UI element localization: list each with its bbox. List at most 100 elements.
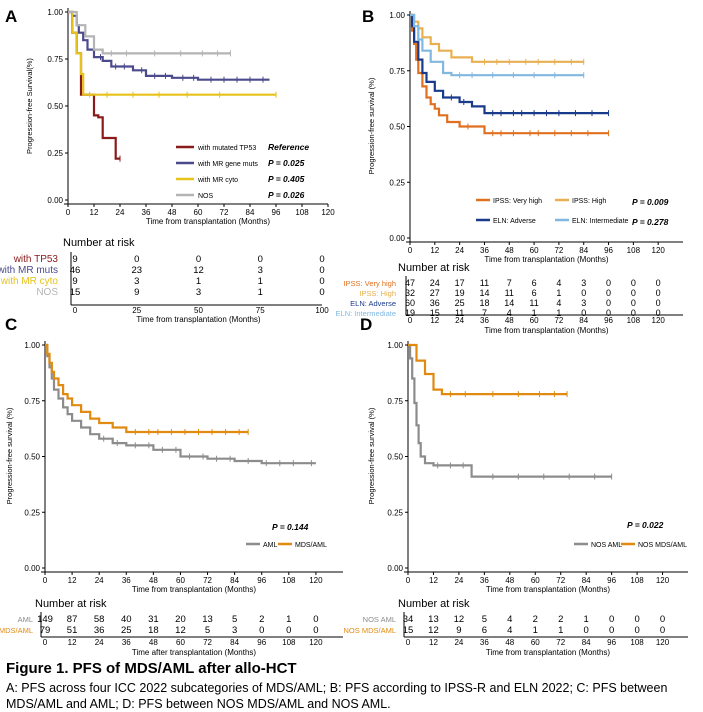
panel-d-risk-x-tick-label: 96 (607, 638, 616, 647)
panel-a-risk-value: 0 (134, 254, 139, 265)
panel-b-risk-row-label: IPSS: Very high (343, 279, 396, 288)
panel-b-risk-value: 0 (606, 278, 611, 288)
panel-b-pvalue: P = 0.009 (632, 197, 669, 207)
panel-c-y-label: Progression-free survival (%) (5, 407, 14, 504)
panel-a-risk-x-tick-label: 75 (256, 306, 265, 315)
panel-b-legend-label: IPSS: High (572, 198, 606, 205)
panel-d-risk-value: 0 (609, 625, 614, 636)
panel-b-series-2-line (410, 13, 609, 115)
panel-b-x-tick-label: 36 (480, 246, 489, 255)
panel-a-risk-x-tick-label: 25 (132, 306, 141, 315)
panel-b-x-tick-label: 48 (505, 246, 514, 255)
panel-d-x-tick-label: 96 (607, 576, 616, 585)
panel-b-risk-value: 60 (405, 298, 415, 308)
panel-d-risk-value: 2 (558, 614, 563, 625)
panel-b-letter: B (362, 7, 374, 26)
panel-c-risk-x-tick-label: 48 (149, 638, 158, 647)
panel-a-risk-value: 0 (319, 276, 324, 287)
panel-a-risk-value: 0 (319, 287, 324, 298)
panel-b-risk-value: 6 (532, 278, 537, 288)
panel-b-pvalue: P = 0.278 (632, 217, 669, 227)
panel-b-x-tick-label: 0 (408, 246, 413, 255)
panel-d-y-tick-label: 0.25 (387, 508, 403, 517)
panel-b-risk-row-label: ELN: Intermediate (336, 309, 396, 318)
panel-d-risk-x-tick-label: 24 (454, 638, 463, 647)
panel-c-pvalue: P = 0.144 (272, 522, 309, 532)
panel-b-risk-value: 0 (631, 308, 636, 318)
panel-b-x-tick-label: 24 (455, 246, 464, 255)
panel-d-risk-x-tick-label: 12 (429, 638, 438, 647)
panel-b-risk-value: 17 (455, 278, 465, 288)
panel-a-risk-value: 1 (258, 276, 263, 287)
panel-a-x-tick-label: 48 (168, 208, 177, 217)
panel-a-risk-row-label: NOS (36, 287, 58, 298)
panel-b-risk-value: 0 (606, 298, 611, 308)
panel-c-risk-x-tick-label: 120 (309, 638, 323, 647)
panel-b-risk-x-tick-label: 120 (652, 316, 666, 325)
panel-a-risk-x-tick-label: 100 (315, 306, 329, 315)
panel-b-risk-x-tick-label: 72 (554, 316, 563, 325)
panel-d-risk-value: 0 (584, 625, 589, 636)
panel-b-x-tick-label: 72 (554, 246, 563, 255)
panel-c-risk-value: 13 (202, 614, 213, 625)
panel-a-legend-label: NOS (198, 193, 214, 200)
panel-d-risk-value: 0 (634, 625, 639, 636)
panel-a: A0.000.250.500.751.000 12 24 36 48 60 72 84 96 10… (0, 7, 335, 324)
panel-a-legend-pvalue: P = 0.026 (268, 190, 305, 200)
panel-c-risk-x-tick-label: 96 (257, 638, 266, 647)
panel-a-x-tick-label: 84 (246, 208, 255, 217)
panel-c-risk-value: 3 (232, 625, 237, 636)
panel-b-risk-value: 3 (581, 278, 586, 288)
panel-c-risk-title: Number at risk (35, 598, 107, 610)
panel-b-x-tick-label: 12 (430, 246, 439, 255)
panel-c-x-tick-label: 60 (176, 576, 185, 585)
panel-c-x-tick-label: 120 (309, 576, 323, 585)
panel-d-risk-x-tick-label: 84 (582, 638, 591, 647)
panel-b-y-tick-label: 0.25 (389, 178, 405, 187)
panel-c-risk-value: 87 (67, 614, 78, 625)
panel-a-risk-value: 9 (72, 276, 77, 287)
panel-d-y-tick-label: 0.00 (387, 564, 403, 573)
panel-b-risk-value: 4 (556, 298, 561, 308)
panel-c-risk-value: 31 (148, 614, 159, 625)
panel-a-y-tick-label: 0.25 (47, 149, 63, 158)
panel-a-series-2-line (68, 10, 276, 96)
panel-a-risk-value: 15 (70, 287, 81, 298)
panel-d-risk-value: 1 (584, 614, 589, 625)
panel-d-risk-x-tick-label: 36 (480, 638, 489, 647)
panel-d-x-tick-label: 120 (656, 576, 670, 585)
panel-d-risk-value: 15 (403, 625, 414, 636)
panel-c-risk-value: 0 (286, 625, 291, 636)
panel-a-y-tick-label: 0.50 (47, 102, 63, 111)
panel-c-risk-value: 40 (121, 614, 132, 625)
panel-c-letter: C (5, 315, 17, 334)
figure-caption: Figure 1. PFS of MDS/AML after allo-HCT … (6, 660, 698, 712)
panel-d-y-tick-label: 0.50 (387, 453, 403, 462)
panel-a-risk-value: 12 (193, 265, 204, 276)
panel-c-y-tick-label: 0.75 (24, 397, 40, 406)
panel-b-risk-x-tick-label: 0 (408, 316, 413, 325)
panel-b-risk-x-tick-label: 60 (530, 316, 539, 325)
panel-c-y-tick-label: 0.25 (24, 508, 40, 517)
panel-c-risk-x-tick-label: 72 (203, 638, 212, 647)
panel-c-risk-x-tick-label: 108 (282, 638, 296, 647)
panel-b-risk-value: 1 (532, 308, 537, 318)
panel-a-legend-pvalue: Reference (268, 142, 309, 152)
panel-a-risk-row-label: with MR muts (0, 265, 58, 276)
panel-a-risk-value: 9 (134, 287, 139, 298)
panel-c-x-tick-label: 84 (230, 576, 239, 585)
panel-d-risk-value: 5 (482, 614, 487, 625)
panel-d-risk-row-label: NOS AML (363, 615, 396, 624)
panel-b-risk-value: 14 (504, 298, 514, 308)
panel-b-risk-value: 0 (656, 288, 661, 298)
panel-b-risk-value: 19 (405, 308, 415, 318)
panel-b-risk-x-tick-label: 12 (430, 316, 439, 325)
panel-c-risk-x-tick-label: 0 (43, 638, 48, 647)
panel-a-series-3-line (68, 10, 231, 55)
panel-d-legend-label: NOS MDS/AML (638, 542, 687, 549)
panel-a-legend-label: with mutated TP53 (197, 145, 256, 152)
panel-a-risk-value: 0 (319, 265, 324, 276)
panel-a-risk-value: 0 (258, 254, 263, 265)
panel-a-series-1-line (68, 10, 270, 81)
panel-b-risk-x-label: Time from transplantation (Months) (484, 326, 609, 335)
